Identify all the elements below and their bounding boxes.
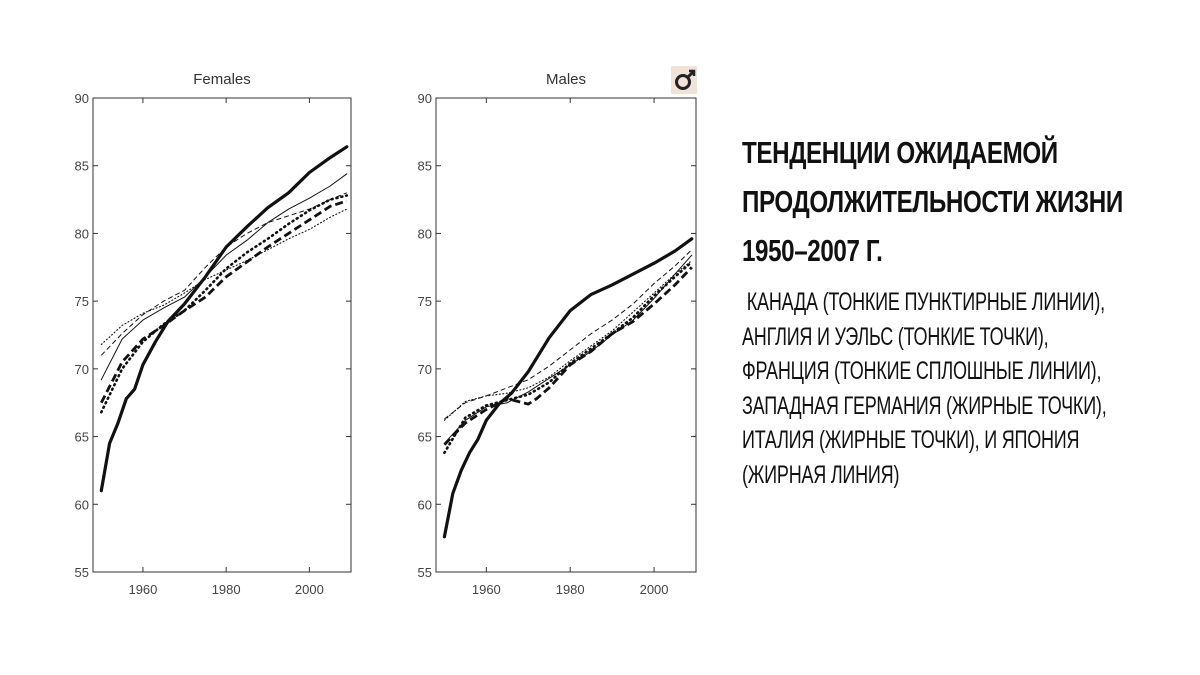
x-tick-label: 2000 (295, 582, 324, 597)
caption-title-line: 1950–2007 Г. (742, 233, 883, 268)
life-expectancy-charts: Females 55 60 65 70 75 80 85 90 1960 1980 2000 Male… (75, 66, 697, 597)
y-tick-label: 65 (75, 430, 89, 445)
series-line-thin-solid (100, 173, 348, 381)
caption-body-line: КАНАДА (ТОНКИЕ ПУНКТИРНЫЕ ЛИНИИ), (742, 288, 1105, 316)
series-line-thin-dotted (443, 259, 693, 421)
x-tick-label: 1980 (556, 582, 585, 597)
series-line-thick-dotted (443, 260, 694, 455)
plot-frame (92, 97, 352, 573)
series-line-thick-dotted (100, 194, 349, 414)
caption-body-line: (ЖИРНАЯ ЛИНИЯ) (742, 460, 900, 489)
y-tick-label: 55 (418, 565, 432, 580)
x-tick-label: 1960 (472, 582, 501, 597)
series-line-thick-dashed (100, 199, 348, 404)
males-panel: Males 55 60 65 70 75 80 85 90 1960 1980 2000 (418, 71, 697, 597)
y-tick-label: 75 (418, 294, 432, 309)
caption-body-line: ЗАПАДНАЯ ГЕРМАНИЯ (ЖИРНЫЕ ТОЧКИ), (742, 391, 1107, 420)
caption-title-line: ТЕНДЕНЦИИ ОЖИДАЕМОЙ (742, 135, 1058, 170)
chart-title: Females (193, 71, 251, 88)
series-line-thick-dashed (443, 266, 693, 446)
females-panel: Females 55 60 65 70 75 80 85 90 1960 1980 2000 (75, 71, 352, 597)
chart-title: Males (546, 71, 586, 88)
caption-body-line: ИТАЛИЯ (ЖИРНЫЕ ТОЧКИ), И ЯПОНИЯ (742, 426, 1080, 454)
y-tick-label: 65 (418, 430, 432, 445)
y-tick-label: 55 (75, 565, 89, 580)
plot-frame (435, 97, 697, 573)
series-line-thick-solid (442, 237, 694, 539)
caption-body-line: ФРАНЦИЯ (ТОНКИЕ СПЛОШНЫЕ ЛИНИИ), (742, 357, 1102, 385)
y-tick-label: 75 (75, 294, 89, 309)
caption-title-line: ПРОДОЛЖИТЕЛЬНОСТИ ЖИЗНИ (742, 184, 1123, 219)
caption-body-line: АНГЛИЯ И УЭЛЬС (ТОНКИЕ ТОЧКИ), (742, 322, 1049, 351)
caption-title: ТЕНДЕНЦИИ ОЖИДАЕМОЙ ПРОДОЛЖИТЕЛЬНОСТИ ЖИ… (742, 128, 1179, 275)
y-tick-label: 80 (75, 226, 89, 241)
y-tick-label: 70 (75, 362, 89, 377)
male-symbol-icon (671, 66, 697, 94)
caption-legend-text: КАНАДА (ТОНКИЕ ПУНКТИРНЫЕ ЛИНИИ), АНГЛИЯ… (742, 285, 1174, 492)
x-tick-label: 1980 (212, 582, 241, 597)
series-line-thin-dashed (100, 192, 347, 356)
y-tick-label: 90 (418, 91, 432, 106)
series-line-thick-solid (99, 145, 349, 493)
y-tick-label: 70 (418, 362, 432, 377)
series-line-thin-dashed (444, 249, 693, 420)
series-line-thin-dotted (100, 208, 348, 346)
x-tick-label: 2000 (640, 582, 669, 597)
y-tick-label: 85 (418, 159, 432, 174)
y-tick-label: 60 (418, 497, 432, 512)
caption: ТЕНДЕНЦИИ ОЖИДАЕМОЙ ПРОДОЛЖИТЕЛЬНОСТИ ЖИ… (742, 128, 1182, 492)
x-tick-label: 1960 (128, 582, 157, 597)
y-tick-label: 85 (75, 159, 89, 174)
y-tick-label: 80 (418, 226, 432, 241)
y-tick-label: 90 (75, 91, 89, 106)
y-tick-label: 60 (75, 497, 89, 512)
